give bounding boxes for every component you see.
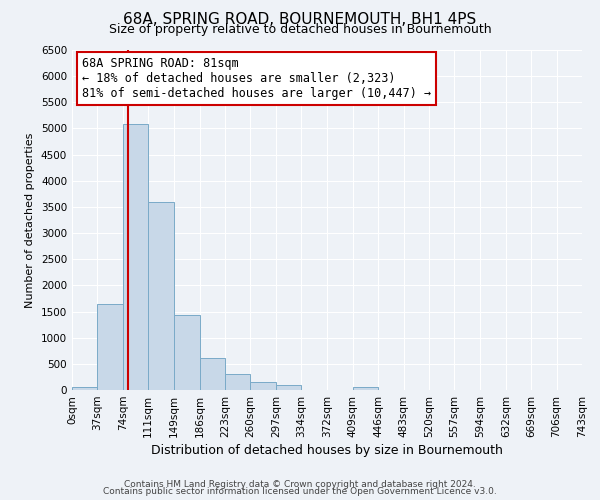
- Bar: [276, 386, 301, 390]
- Bar: [72, 388, 97, 390]
- Bar: [225, 374, 250, 390]
- Y-axis label: Number of detached properties: Number of detached properties: [25, 132, 35, 308]
- Bar: [174, 315, 200, 390]
- Bar: [123, 124, 148, 390]
- Bar: [200, 358, 225, 390]
- Bar: [353, 388, 378, 390]
- Text: 68A SPRING ROAD: 81sqm
← 18% of detached houses are smaller (2,323)
81% of semi-: 68A SPRING ROAD: 81sqm ← 18% of detached…: [82, 57, 431, 100]
- Text: 68A, SPRING ROAD, BOURNEMOUTH, BH1 4PS: 68A, SPRING ROAD, BOURNEMOUTH, BH1 4PS: [124, 12, 476, 28]
- Bar: [250, 382, 276, 390]
- Text: Contains public sector information licensed under the Open Government Licence v3: Contains public sector information licen…: [103, 487, 497, 496]
- Bar: [148, 202, 174, 390]
- Text: Size of property relative to detached houses in Bournemouth: Size of property relative to detached ho…: [109, 22, 491, 36]
- Bar: [97, 304, 123, 390]
- Text: Contains HM Land Registry data © Crown copyright and database right 2024.: Contains HM Land Registry data © Crown c…: [124, 480, 476, 489]
- X-axis label: Distribution of detached houses by size in Bournemouth: Distribution of detached houses by size …: [151, 444, 503, 457]
